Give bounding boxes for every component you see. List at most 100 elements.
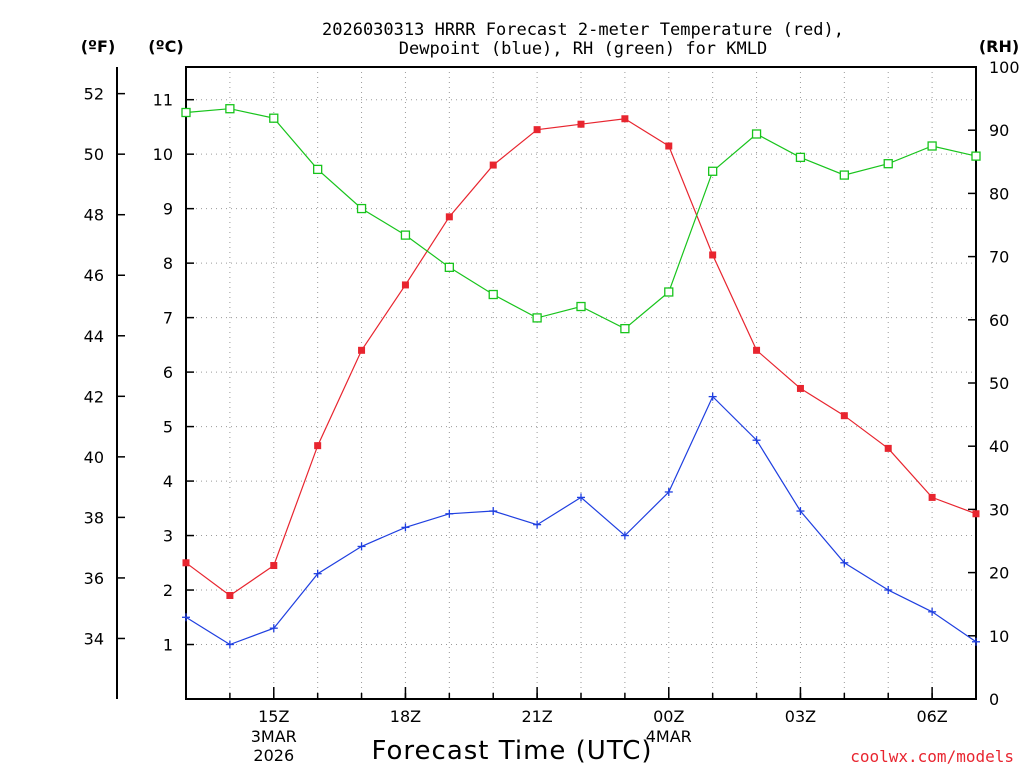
celsius-tick-label: 10	[153, 145, 173, 164]
rh-point	[225, 104, 235, 114]
temperature-point	[884, 444, 892, 452]
temperature-point	[621, 115, 629, 123]
temperature-point	[182, 559, 190, 567]
fahrenheit-tick-label: 40	[84, 448, 104, 467]
dewpoint-point	[620, 531, 629, 540]
dewpoint-point	[972, 637, 980, 646]
x-axis-label: Forecast Time (UTC)	[371, 736, 652, 766]
celsius-tick-label: 3	[163, 527, 173, 546]
dewpoint-point	[664, 487, 673, 496]
temperature-point	[533, 126, 541, 134]
rh-point	[795, 152, 806, 163]
temperature-point	[753, 346, 761, 354]
rh-point	[883, 159, 893, 169]
rh-point	[313, 164, 323, 175]
rh-tick-label: 10	[989, 627, 1009, 646]
chart-title-line1: 2026030313 HRRR Forecast 2-meter Tempera…	[322, 20, 844, 40]
rh-tick-label: 20	[989, 564, 1009, 583]
rh-point	[576, 301, 586, 312]
dewpoint-point	[708, 392, 717, 401]
temperature-point	[489, 161, 497, 169]
temperature-point	[796, 384, 804, 392]
temperature-point	[665, 142, 673, 150]
fahrenheit-tick-label: 34	[84, 629, 104, 648]
celsius-tick-label: 2	[163, 581, 173, 600]
dewpoint-point	[401, 523, 410, 532]
dewpoint-point	[489, 507, 498, 516]
rh-point	[532, 313, 542, 323]
rh-tick-label: 30	[989, 500, 1009, 519]
celsius-tick-label: 1	[163, 636, 173, 655]
fahrenheit-tick-label: 42	[84, 387, 104, 406]
rh-tick-label: 90	[989, 121, 1009, 140]
dewpoint-point	[182, 613, 190, 622]
dewpoint-point	[357, 542, 366, 551]
temperature-point	[314, 442, 322, 450]
unit-label-celsius: (ºC)	[148, 37, 183, 56]
dewpoint-point	[928, 607, 937, 616]
celsius-tick-label: 8	[163, 254, 173, 273]
celsius-tick-label: 7	[163, 309, 173, 328]
rh-point	[839, 170, 849, 180]
celsius-tick-label: 4	[163, 472, 173, 491]
dewpoint-point	[225, 640, 234, 649]
rh-point	[664, 287, 674, 297]
rh-point	[708, 166, 718, 176]
temperature-point	[358, 346, 366, 354]
rh-point	[269, 113, 279, 123]
rh-tick-label: 60	[989, 311, 1009, 330]
rh-point	[181, 107, 191, 118]
rh-point	[488, 289, 498, 300]
temperature-point	[928, 493, 936, 501]
celsius-tick-label: 11	[153, 91, 173, 110]
fahrenheit-tick-label: 44	[84, 327, 104, 346]
dewpoint-point	[269, 624, 278, 633]
rh-point	[356, 203, 367, 214]
temperature-point	[445, 213, 453, 221]
dewpoint-point	[884, 586, 893, 595]
temperature-point	[709, 251, 717, 259]
unit-label-rh: (RH)	[979, 37, 1019, 56]
celsius-tick-label: 5	[163, 418, 173, 437]
temperature-point	[270, 562, 278, 570]
fahrenheit-tick-label: 50	[84, 145, 104, 164]
rh-tick-label: 0	[989, 690, 999, 709]
rh-tick-label: 100	[989, 58, 1020, 77]
x-tick-label: 15Z	[258, 707, 289, 726]
celsius-tick-label: 9	[163, 200, 173, 219]
rh-line	[185, 108, 977, 330]
fahrenheit-tick-label: 36	[84, 569, 104, 588]
temperature-point	[226, 591, 234, 599]
x-tick-label: 00Z	[653, 707, 684, 726]
grid-lines	[185, 67, 977, 699]
axes	[116, 66, 977, 700]
x-tick-label: 03Z	[785, 707, 816, 726]
dewpoint-point	[796, 507, 805, 516]
x-tick-label: 06Z	[916, 707, 947, 726]
rh-tick-label: 80	[989, 184, 1009, 203]
temperature-point	[972, 510, 980, 518]
series-lines	[181, 104, 981, 649]
x-tick-date-label: 3MAR	[251, 727, 297, 746]
credit-text: coolwx.com/models	[850, 747, 1014, 766]
rh-point	[400, 230, 411, 240]
rh-tick-label: 50	[989, 374, 1009, 393]
x-tick-label: 21Z	[521, 707, 552, 726]
rh-point	[444, 262, 454, 272]
dewpoint-point	[752, 436, 761, 445]
celsius-tick-label: 6	[163, 363, 173, 382]
rh-tick-label: 70	[989, 248, 1009, 267]
fahrenheit-tick-label: 46	[84, 266, 104, 285]
x-tick-label: 18Z	[390, 707, 421, 726]
tick-labels: 1234567891011343638404244464850520102030…	[84, 58, 1020, 765]
fahrenheit-tick-label: 38	[84, 508, 104, 527]
rh-point	[971, 151, 981, 161]
temperature-point	[577, 120, 585, 128]
unit-label-fahrenheit: (ºF)	[81, 37, 116, 56]
dewpoint-point	[840, 558, 849, 567]
rh-tick-label: 40	[989, 437, 1009, 456]
x-tick-year-label: 2026	[253, 746, 294, 765]
fahrenheit-tick-label: 48	[84, 206, 104, 225]
x-tick-date-label: 4MAR	[646, 727, 692, 746]
